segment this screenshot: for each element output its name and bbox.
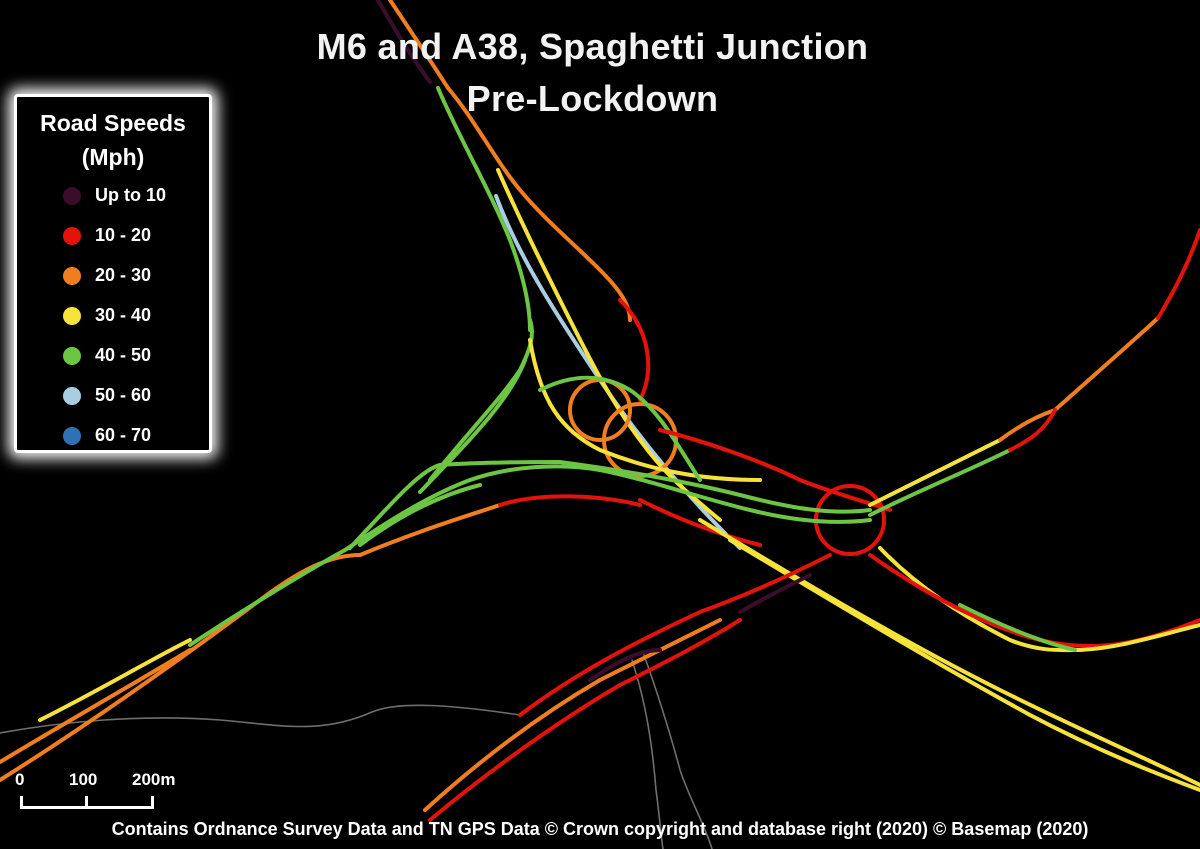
legend-swatch [63, 347, 81, 365]
map-title: M6 and A38, Spaghetti Junction [316, 26, 869, 67]
road-segment [388, 0, 450, 90]
road-segment [428, 318, 534, 482]
legend-label: 20 - 30 [95, 265, 152, 285]
road-segment [728, 538, 1200, 792]
road-segment [38, 638, 192, 722]
scale-label: 200m [132, 770, 176, 789]
south-west-carriageways [0, 494, 642, 782]
road-segment [528, 338, 762, 482]
road-segment [738, 573, 812, 614]
road-segment [188, 548, 347, 647]
attribution: Contains Ordnance Survey Data and TN GPS… [111, 819, 1089, 839]
legend-swatch [63, 387, 81, 405]
road-segment [358, 483, 482, 547]
scale-tick [151, 796, 154, 809]
minor-road [631, 659, 664, 849]
road-segment [878, 546, 1082, 653]
road-segment [868, 438, 1002, 507]
road-segment [418, 358, 527, 494]
legend-swatch [63, 227, 81, 245]
south-carriageways [423, 553, 832, 822]
road-segment [1156, 228, 1200, 320]
scale-label: 100 [69, 770, 98, 789]
road-segment [0, 648, 192, 764]
legend-swatch [63, 187, 81, 205]
road-segment [1078, 623, 1200, 652]
legend-swatch [63, 307, 81, 325]
legend-units: (Mph) [81, 144, 145, 170]
road-segment [538, 375, 702, 482]
central-carriageways [538, 375, 892, 547]
road-segment [0, 553, 362, 782]
road-segment [958, 603, 1077, 652]
legend-title: Road Speeds [40, 110, 186, 136]
legend-swatch [63, 427, 81, 445]
legend-label: 10 - 20 [95, 225, 152, 245]
scale-label: 0 [15, 770, 25, 789]
minor-road [643, 654, 713, 849]
legend-label: 60 - 70 [95, 425, 152, 445]
speed-legend: Road Speeds (Mph) Up to 10 10 - 20 20 - … [14, 94, 212, 453]
road-segment [518, 553, 832, 717]
road-segment [868, 553, 1200, 649]
scale-tick [85, 796, 88, 809]
map-subtitle: Pre-Lockdown [466, 78, 719, 119]
road-segment [436, 86, 532, 332]
road-segment [343, 464, 602, 552]
legend-label: 50 - 60 [95, 385, 152, 405]
road-segment [358, 503, 502, 557]
west-slip-roads [343, 318, 602, 552]
east-carriageways [868, 228, 1200, 653]
scale-bar: 0 100 200m [14, 770, 204, 814]
legend-label: 40 - 50 [95, 345, 152, 365]
road-segment [446, 86, 632, 322]
legend-label: Up to 10 [95, 185, 167, 205]
road-segment [638, 498, 762, 547]
road-segment [698, 518, 1200, 787]
legend-label: 30 - 40 [95, 305, 152, 325]
road-segment [618, 298, 651, 402]
legend-swatch [63, 267, 81, 285]
road-segment [588, 648, 662, 682]
road-segment [998, 316, 1160, 442]
road-segment [498, 494, 642, 507]
south-east-carriageways [698, 518, 1200, 792]
road-segment [658, 428, 892, 512]
road-segment [1008, 408, 1057, 452]
road-segment [868, 448, 1012, 517]
road-segment [558, 460, 872, 514]
scale-tick [20, 796, 23, 809]
road-segment [376, 0, 432, 84]
road-segment [428, 618, 742, 822]
road-segment [598, 468, 872, 524]
road-segment [423, 618, 722, 812]
road-segment [348, 460, 562, 550]
